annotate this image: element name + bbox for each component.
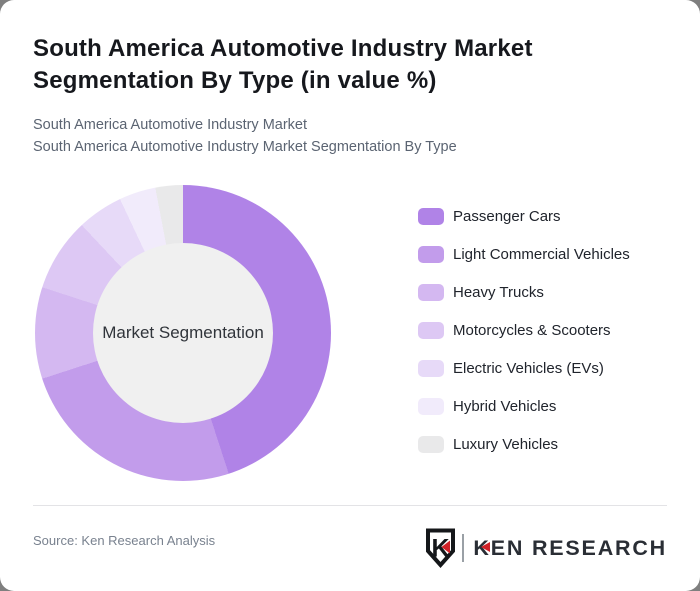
legend-label: Luxury Vehicles [453,436,559,453]
donut-center: Market Segmentation [93,243,273,423]
legend-label: Light Commercial Vehicles [453,246,630,263]
legend-item[interactable]: Electric Vehicles (EVs) [418,360,630,377]
legend-label: Heavy Trucks [453,284,544,301]
legend-label: Passenger Cars [453,208,561,225]
legend-label: Motorcycles & Scooters [453,322,611,339]
legend-item[interactable]: Light Commercial Vehicles [418,246,630,263]
legend-swatch [418,322,444,339]
logo-wordmark-text: KEN RESEARCH [473,535,667,560]
ken-research-logo: K KEN RESEARCH [425,527,667,569]
legend-swatch [418,246,444,263]
legend-swatch [418,398,444,415]
legend-item[interactable]: Luxury Vehicles [418,436,630,453]
legend-swatch [418,284,444,301]
donut-center-label: Market Segmentation [102,323,264,342]
legend-swatch [418,360,444,377]
svg-text:K: K [432,535,450,563]
donut-chart[interactable]: Market Segmentation [35,185,331,481]
page-title: South America Automotive Industry Market… [33,35,533,94]
subtitle: South America Automotive Industry Market… [33,115,457,158]
subtitle-line-2: South America Automotive Industry Market… [33,138,457,155]
logo-separator [462,534,465,562]
ken-research-shield-icon: K [426,528,456,568]
legend-label: Hybrid Vehicles [453,398,557,415]
logo-red-triangle-icon [481,542,491,552]
legend-item[interactable]: Heavy Trucks [418,284,630,301]
chart-legend: Passenger Cars Light Commercial Vehicles H… [418,208,630,474]
legend-label: Electric Vehicles (EVs) [453,360,604,377]
subtitle-line-1: South America Automotive Industry Market [33,117,308,133]
legend-item[interactable]: Passenger Cars [418,208,630,225]
footer-divider [33,505,667,506]
logo-wordmark: KEN RESEARCH [473,536,667,561]
legend-swatch [418,208,444,225]
source-text: Source: Ken Research Analysis [33,533,216,548]
legend-item[interactable]: Hybrid Vehicles [418,398,630,415]
legend-item[interactable]: Motorcycles & Scooters [418,322,630,339]
legend-swatch [418,436,444,453]
